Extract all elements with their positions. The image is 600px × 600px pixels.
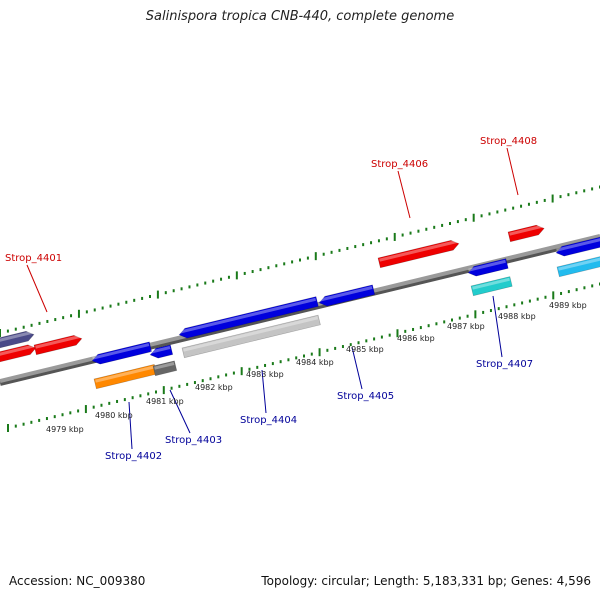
kbp-label: 4985 kbp [346,345,384,354]
leader-line [261,369,267,414]
gene-arrow[interactable] [507,224,545,243]
gene-features [0,224,600,390]
kbp-label: 4983 kbp [246,370,284,379]
gene-arrow[interactable] [152,360,178,377]
kbp-label: 4986 kbp [397,334,435,343]
gene-arrow[interactable] [181,314,321,359]
gene-label-strop-4406[interactable]: Strop_4406 [371,159,428,170]
leader-line [26,264,48,313]
gene-arrow[interactable] [0,343,37,365]
gene-arrow[interactable] [467,258,509,278]
gene-arrow[interactable] [556,252,600,278]
gene-label-strop-4405[interactable]: Strop_4405 [337,391,394,402]
kbp-label: 4980 kbp [95,411,133,420]
reverse-strand-ticks [7,282,600,432]
gene-arrow[interactable] [93,364,157,390]
gene-arrow[interactable] [318,284,376,308]
kbp-label: 4989 kbp [549,301,587,310]
gene-arrow[interactable] [91,341,153,366]
gene-arrow[interactable] [149,344,174,360]
map-title: Salinispora tropica CNB-440, complete ge… [145,9,455,24]
leader-line [397,170,411,219]
kbp-labels: 4979 kbp 4980 kbp 4981 kbp 4982 kbp 4983 kbp… [46,301,587,434]
gene-arrow[interactable] [0,330,35,351]
gene-label-strop-4407[interactable]: Strop_4407 [476,359,533,370]
gene-label-strop-4408[interactable]: Strop_4408 [480,136,537,147]
leader-line [492,295,503,358]
leader-line [506,147,519,196]
gene-arrow[interactable] [470,276,513,297]
gene-arrow[interactable] [555,233,600,258]
leader-line [169,389,191,434]
gene-label-strop-4404[interactable]: Strop_4404 [240,415,297,426]
gene-label-strop-4403[interactable]: Strop_4403 [165,435,222,446]
leader-line [128,401,133,450]
accession-text: Accession: NC_009380 [9,574,146,588]
gene-label-strop-4401[interactable]: Strop_4401 [5,253,62,264]
kbp-label: 4979 kbp [46,425,84,434]
leader-line [351,346,363,390]
kbp-label: 4984 kbp [296,358,334,367]
gene-arrow[interactable] [377,239,460,269]
kbp-label: 4988 kbp [498,312,536,321]
kbp-label: 4987 kbp [447,322,485,331]
gene-labels: Strop_4401 Strop_4406 Strop_4408 Strop_4402… [5,136,537,462]
gene-label-strop-4402[interactable]: Strop_4402 [105,451,162,462]
forward-strand-ticks [0,185,600,337]
label-leaders [26,147,519,450]
kbp-label: 4982 kbp [195,383,233,392]
gene-arrow[interactable] [178,296,319,340]
kbp-label: 4981 kbp [146,397,184,406]
genome-summary-text: Topology: circular; Length: 5,183,331 bp… [261,574,591,588]
gene-arrow[interactable] [33,334,83,356]
